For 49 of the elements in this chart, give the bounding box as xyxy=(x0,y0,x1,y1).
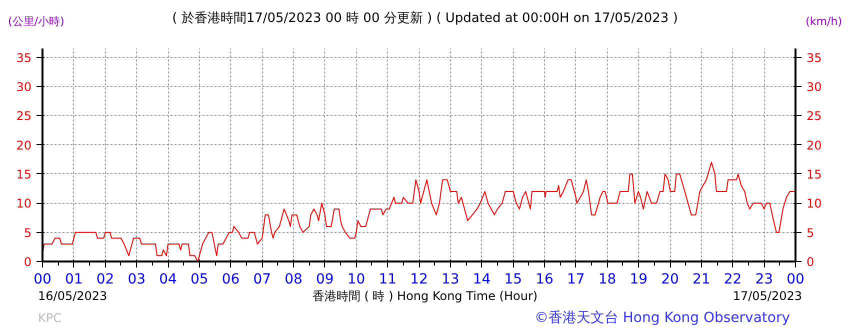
x-tick-label: 05 xyxy=(190,272,208,288)
x-tick-label: 01 xyxy=(64,272,83,288)
x-tick-label: 16 xyxy=(536,272,554,288)
y-axis-title: (公里/小時) xyxy=(8,14,64,30)
x-tick-label: 23 xyxy=(755,272,774,288)
text: 17/05/2023 xyxy=(732,288,802,305)
chart-title: ( 於香港時間17/05/2023 00 時 00 分更新 ) ( Updated at 00:00H on 17/05/2023 ) xyxy=(172,11,678,26)
y2-tick-label: 25 xyxy=(806,109,822,124)
x-tick-label: 11 xyxy=(378,272,397,288)
x-tick-label: 00 xyxy=(786,272,804,288)
x-tick-label: 18 xyxy=(598,272,616,288)
x-tick-label: 21 xyxy=(692,272,710,288)
y2-tick-label: 10 xyxy=(806,196,822,211)
y-tick-label: 35 xyxy=(16,50,32,65)
y2-tick-label: 15 xyxy=(806,167,822,182)
y-tick-label: 15 xyxy=(16,167,32,182)
y2-axis-title: (km/h) xyxy=(806,14,842,30)
y-tick-label: 10 xyxy=(16,196,32,211)
x-tick-label: 12 xyxy=(410,272,428,288)
x-tick-label: 08 xyxy=(284,272,302,288)
y-tick-label: 0 xyxy=(24,255,32,269)
y2-tick-label: 30 xyxy=(806,80,822,94)
y-tick-label: 20 xyxy=(16,138,32,152)
x-tick-label: 20 xyxy=(661,272,679,288)
x-tick-label: 06 xyxy=(222,272,240,288)
x-tick-label: 14 xyxy=(472,272,491,288)
x-tick-label: 13 xyxy=(441,272,460,288)
x-tick-label: 04 xyxy=(159,272,177,288)
x-axis-title: 香港時間 ( 時 ) Hong Kong Time (Hour) xyxy=(312,289,538,303)
y-tick-label: 25 xyxy=(16,109,32,124)
y-tick-label: 30 xyxy=(16,80,32,94)
y2-tick-label: 35 xyxy=(806,50,822,65)
x-tick-label: 07 xyxy=(253,272,272,288)
x-tick-label: 17 xyxy=(566,272,585,288)
text: ©香港天文台 Hong Kong Observatory xyxy=(534,309,790,328)
x-tick-label: 02 xyxy=(96,272,114,288)
x-tick-label: 09 xyxy=(316,272,334,288)
y2-tick-label: 0 xyxy=(806,255,814,269)
y2-tick-label: 5 xyxy=(806,226,814,240)
y-tick-label: 5 xyxy=(24,226,32,240)
x-tick-label: 00 xyxy=(34,272,52,288)
x-tick-label: 15 xyxy=(504,272,522,288)
text: 16/05/2023 xyxy=(38,288,108,305)
x-tick-label: 22 xyxy=(724,272,742,288)
x-tick-label: 19 xyxy=(630,272,648,288)
x-tick-label: 10 xyxy=(347,272,366,288)
x-tick-label: 03 xyxy=(128,272,146,288)
text: KPC xyxy=(38,310,62,327)
y2-tick-label: 20 xyxy=(806,138,822,152)
